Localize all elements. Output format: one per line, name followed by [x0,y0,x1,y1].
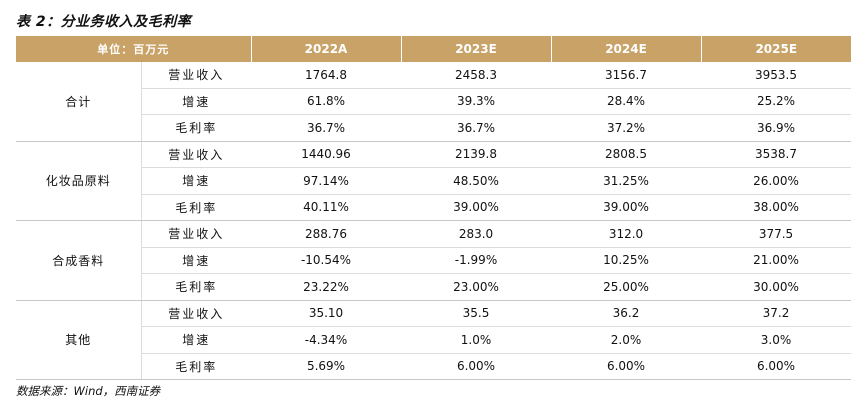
table-row: 合成香料 营业收入 288.76 283.0 312.0 377.5 [16,220,851,301]
year-header: 2022A [250,36,401,62]
value-cell: 36.9% [701,114,851,142]
year-header: 2024E [550,36,701,62]
value-cell: 35.10 [251,300,401,327]
value-cell: 283.0 [401,220,551,248]
metric-label: 营业收入 [141,141,251,168]
value-cell: 5.69% [251,353,401,380]
value-cell: 23.22% [251,273,401,301]
value-cell: 6.00% [551,353,701,380]
value-cell: 30.00% [701,273,851,301]
value-cell: 23.00% [401,273,551,301]
value-cell: 40.11% [251,194,401,221]
table-row: 其他 营业收入 35.10 35.5 36.2 37.2 [16,300,851,380]
value-cell: 31.25% [551,167,701,195]
metric-label: 毛利率 [141,353,251,380]
table-row: 增速 97.14% 48.50% 31.25% 26.00% [16,167,851,195]
value-cell: 3.0% [701,326,851,354]
value-cell: 3538.7 [701,141,851,168]
value-cell: 25.00% [551,273,701,301]
metric-label: 毛利率 [141,194,251,221]
year-header: 2025E [700,36,851,62]
value-cell: 39.3% [401,88,551,115]
value-cell: 26.00% [701,167,851,195]
value-cell: 36.7% [401,114,551,142]
metric-label: 增速 [141,326,251,354]
metric-label: 营业收入 [141,62,251,89]
value-cell: -1.99% [401,247,551,274]
table-body: 合计 营业收入 1764.8 2458.3 3156.7 3953.5 增速 6… [16,62,851,380]
source-note: 数据来源：Wind，西南证券 [16,384,161,398]
value-cell: 37.2 [701,300,851,327]
value-cell: 3156.7 [551,62,701,89]
value-cell: 35.5 [401,300,551,327]
table-row: 化妆品原料 营业收入 1440.96 2139.8 2808.5 3538.7 [16,141,851,221]
value-cell: 288.76 [251,220,401,248]
group-label: 合成香料 [16,220,142,301]
value-cell: 1440.96 [251,141,401,168]
group-label: 合计 [16,62,142,142]
table-title: 表 2：分业务收入及毛利率 [16,14,192,30]
value-cell: 2808.5 [551,141,701,168]
value-cell: -10.54% [251,247,401,274]
value-cell: 3953.5 [701,62,851,89]
value-cell: 6.00% [701,353,851,380]
header-row: 单位：百万元 2022A 2023E 2024E 2025E [16,36,851,62]
metric-label: 毛利率 [141,114,251,142]
value-cell: 2139.8 [401,141,551,168]
value-cell: 37.2% [551,114,701,142]
value-cell: 48.50% [401,167,551,195]
value-cell: 61.8% [251,88,401,115]
value-cell: 39.00% [551,194,701,221]
metric-label: 增速 [141,167,251,195]
table-row: 增速 -4.34% 1.0% 2.0% 3.0% [16,326,851,354]
value-cell: 2458.3 [401,62,551,89]
value-cell: 2.0% [551,326,701,354]
group-label: 其他 [16,300,142,380]
metric-label: 营业收入 [141,300,251,327]
table-row: 毛利率 5.69% 6.00% 6.00% 6.00% [16,353,851,380]
value-cell: 25.2% [701,88,851,115]
metric-label: 营业收入 [141,220,251,248]
value-cell: 36.7% [251,114,401,142]
value-cell: 21.00% [701,247,851,274]
table-row: 毛利率 23.22% 23.00% 25.00% 30.00% [16,273,851,301]
value-cell: 6.00% [401,353,551,380]
value-cell: -4.34% [251,326,401,354]
metric-label: 毛利率 [141,273,251,301]
value-cell: 36.2 [551,300,701,327]
table-row: 增速 -10.54% -1.99% 10.25% 21.00% [16,247,851,274]
revenue-margin-table: 单位：百万元 2022A 2023E 2024E 2025E 合计 营业收入 1… [16,36,851,380]
year-header: 2023E [400,36,551,62]
value-cell: 39.00% [401,194,551,221]
value-cell: 312.0 [551,220,701,248]
value-cell: 28.4% [551,88,701,115]
unit-label: 单位：百万元 [16,36,251,62]
metric-label: 增速 [141,88,251,115]
value-cell: 1764.8 [251,62,401,89]
value-cell: 38.00% [701,194,851,221]
table-row: 增速 61.8% 39.3% 28.4% 25.2% [16,88,851,115]
table-row: 合计 营业收入 1764.8 2458.3 3156.7 3953.5 [16,62,851,142]
value-cell: 1.0% [401,326,551,354]
value-cell: 10.25% [551,247,701,274]
value-cell: 97.14% [251,167,401,195]
value-cell: 377.5 [701,220,851,248]
group-label: 化妆品原料 [16,141,142,221]
metric-label: 增速 [141,247,251,274]
table-row: 毛利率 40.11% 39.00% 39.00% 38.00% [16,194,851,221]
table-row: 毛利率 36.7% 36.7% 37.2% 36.9% [16,114,851,142]
